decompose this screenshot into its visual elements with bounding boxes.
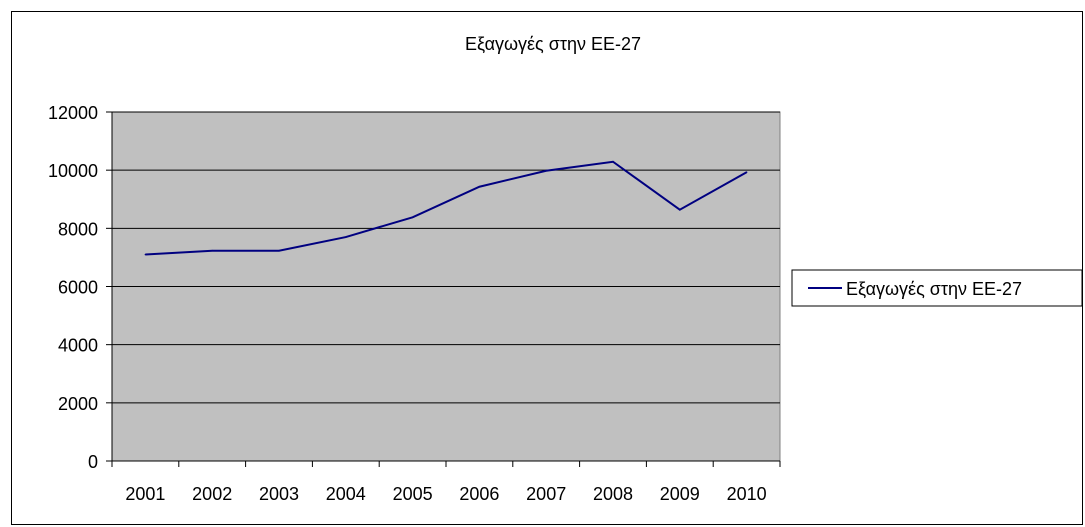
chart-title: Εξαγωγές στην ΕΕ-27 — [465, 34, 641, 54]
y-tick-label: 8000 — [58, 219, 98, 239]
legend-label: Εξαγωγές στην ΕΕ-27 — [846, 279, 1022, 299]
x-tick-label: 2010 — [727, 484, 767, 504]
x-tick-label: 2002 — [192, 484, 232, 504]
x-tick-label: 2001 — [125, 484, 165, 504]
y-tick-label: 2000 — [58, 394, 98, 414]
x-tick-label: 2004 — [326, 484, 366, 504]
data-point — [679, 208, 681, 211]
x-tick-label: 2008 — [593, 484, 633, 504]
data-point — [144, 253, 147, 256]
data-point — [545, 169, 547, 172]
data-point — [278, 249, 280, 252]
plot-area: 0 2000 4000 6000 8000 10000 12000 2001 2002 2003 2… — [48, 103, 781, 504]
x-tick-label: 2007 — [526, 484, 566, 504]
data-point — [211, 249, 213, 252]
x-tick-label: 2006 — [459, 484, 499, 504]
y-tick-label: 0 — [88, 452, 98, 472]
y-tick-label: 10000 — [48, 161, 98, 181]
data-point — [345, 236, 347, 238]
data-point — [612, 160, 614, 163]
data-point — [411, 216, 414, 219]
x-tick-label: 2005 — [393, 484, 433, 504]
x-tick-label: 2009 — [660, 484, 700, 504]
data-point — [745, 171, 748, 174]
legend: Εξαγωγές στην ΕΕ-27 — [791, 269, 1083, 307]
y-tick-label: 6000 — [58, 278, 98, 298]
y-tick-label: 12000 — [48, 103, 98, 123]
y-tick-label: 4000 — [58, 336, 98, 356]
data-point — [478, 185, 481, 188]
x-tick-label: 2003 — [259, 484, 299, 504]
series-line — [145, 160, 748, 256]
